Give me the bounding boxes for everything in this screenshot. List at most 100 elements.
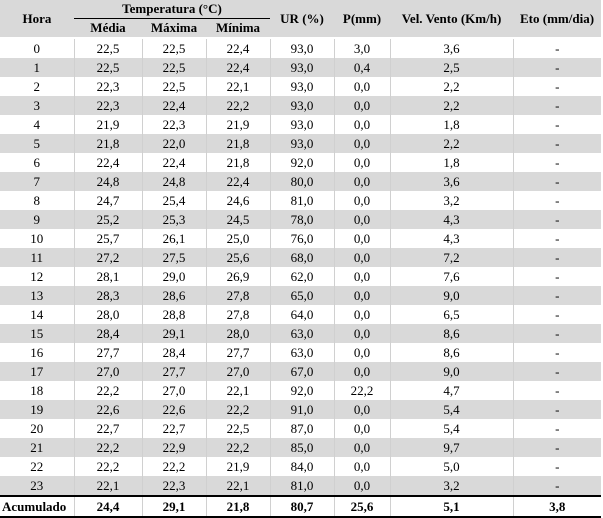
table-row: 17 27,0 27,7 27,0 67,0 0,0 9,0- (0, 362, 602, 381)
table-cell: - (512, 38, 602, 58)
table-cell: 22,4 (205, 38, 271, 58)
table-cell: 28,4 (141, 343, 206, 362)
table-row: 19 22,6 22,6 22,2 91,0 0,0 5,4- (0, 400, 602, 419)
table-cell: 22,5 (73, 58, 142, 77)
table-cell: 13 (0, 286, 74, 305)
table-cell: - (512, 134, 602, 153)
table-cell: 63,0 (269, 343, 335, 362)
table-cell: 5 (0, 134, 74, 153)
table-cell: 22,2 (73, 438, 142, 457)
table-row: 0 22,5 22,5 22,4 93,0 3,0 3,6- (0, 38, 602, 58)
table-cell: - (512, 172, 602, 191)
table-cell: 0,0 (333, 324, 391, 343)
table-cell: 0,0 (333, 248, 391, 267)
table-row: 9 25,2 25,3 24,5 78,0 0,0 4,3- (0, 210, 602, 229)
table-cell: 27,0 (141, 381, 206, 400)
table-cell: 0,0 (333, 77, 391, 96)
table-row: 16 27,7 28,4 27,7 63,0 0,0 8,6- (0, 343, 602, 362)
table-cell: - (512, 191, 602, 210)
table-cell: 62,0 (269, 267, 335, 286)
table-row: 15 28,4 29,1 28,0 63,0 0,0 8,6- (0, 324, 602, 343)
table-cell: 28,6 (141, 286, 206, 305)
table-cell: 25,0 (205, 229, 271, 248)
table-cell: 29,1 (141, 324, 206, 343)
table-cell: 22,6 (141, 400, 206, 419)
table-cell: 87,0 (269, 419, 335, 438)
table-cell: 0,0 (333, 343, 391, 362)
table-cell: 23 (0, 476, 74, 496)
table-cell: 20 (0, 419, 74, 438)
table-cell: 6 (0, 153, 74, 172)
table-cell: - (512, 229, 602, 248)
table-cell: 2,5 (389, 58, 514, 77)
table-cell: 25,2 (73, 210, 142, 229)
table-cell: 22,7 (73, 419, 142, 438)
table-cell: 4 (0, 115, 74, 134)
table-cell: - (512, 362, 602, 381)
table-cell: 21,8 (73, 134, 142, 153)
table-cell: 25,7 (73, 229, 142, 248)
table-cell: - (512, 324, 602, 343)
table-cell: 3,0 (333, 38, 391, 58)
table-cell: 28,8 (141, 305, 206, 324)
table-cell: 2,2 (389, 77, 514, 96)
table-cell: 25,3 (141, 210, 206, 229)
table-cell: 6,5 (389, 305, 514, 324)
table-cell: 0,0 (333, 419, 391, 438)
table-cell: - (512, 476, 602, 496)
table-cell: 7,2 (389, 248, 514, 267)
table-cell: 29,0 (141, 267, 206, 286)
table-cell: 21,8 (205, 134, 271, 153)
table-cell: 2,2 (389, 134, 514, 153)
table-cell: 9 (0, 210, 74, 229)
table-cell: 22,4 (141, 96, 206, 115)
table-cell: 8,6 (389, 324, 514, 343)
table-row: 14 28,0 28,8 27,8 64,0 0,0 6,5- (0, 305, 602, 324)
table-cell: 2,2 (389, 96, 514, 115)
table-cell: 22,5 (141, 38, 206, 58)
table-cell: 24,5 (205, 210, 271, 229)
table-cell: 91,0 (269, 400, 335, 419)
table-cell: 3,2 (389, 476, 514, 496)
table-cell: 5,4 (389, 400, 514, 419)
table-cell: 27,7 (141, 362, 206, 381)
table-cell: 22,2 (73, 457, 142, 476)
table-row: 3 22,3 22,4 22,2 93,0 0,0 2,2- (0, 96, 602, 115)
table-cell: 21,9 (205, 115, 271, 134)
table-row: 4 21,9 22,3 21,9 93,0 0,0 1,8- (0, 115, 602, 134)
table-cell: 22,7 (141, 419, 206, 438)
table-cell: 22,3 (141, 476, 206, 496)
table-cell: 28,1 (73, 267, 142, 286)
table-cell: - (512, 286, 602, 305)
table-cell: 4,3 (389, 210, 514, 229)
table-cell: 22,4 (141, 153, 206, 172)
table-cell: 22,5 (205, 419, 271, 438)
table-cell: 68,0 (269, 248, 335, 267)
table-cell: 1,8 (389, 153, 514, 172)
table-cell: 0,0 (333, 172, 391, 191)
table-cell: 85,0 (269, 438, 335, 457)
table-cell: 14 (0, 305, 74, 324)
table-cell: 0,0 (333, 305, 391, 324)
table-cell: 7 (0, 172, 74, 191)
table-cell: 4,3 (389, 229, 514, 248)
table-cell: 5,0 (389, 457, 514, 476)
table-cell: 27,8 (205, 305, 271, 324)
table-cell: 0,0 (333, 286, 391, 305)
table-cell: 0,0 (333, 210, 391, 229)
table-row: 18 22,2 27,0 22,1 92,0 22,2 4,7- (0, 381, 602, 400)
col-p: P(mm) (334, 0, 391, 38)
table-cell: 84,0 (269, 457, 335, 476)
table-cell: 8 (0, 191, 74, 210)
table-cell: 24,8 (141, 172, 206, 191)
table-cell: 28,0 (205, 324, 271, 343)
table-row: 6 22,4 22,4 21,8 92,0 0,0 1,8- (0, 153, 602, 172)
table-cell: 9,0 (389, 286, 514, 305)
table-cell: 0,0 (333, 191, 391, 210)
table-cell: 22,3 (141, 115, 206, 134)
table-row: 22 22,2 22,2 21,9 84,0 0,0 5,0- (0, 457, 602, 476)
table-cell: 92,0 (269, 381, 335, 400)
table-cell: 3,6 (389, 172, 514, 191)
table-row: 20 22,7 22,7 22,5 87,0 0,0 5,4- (0, 419, 602, 438)
table-cell: 21,9 (205, 457, 271, 476)
